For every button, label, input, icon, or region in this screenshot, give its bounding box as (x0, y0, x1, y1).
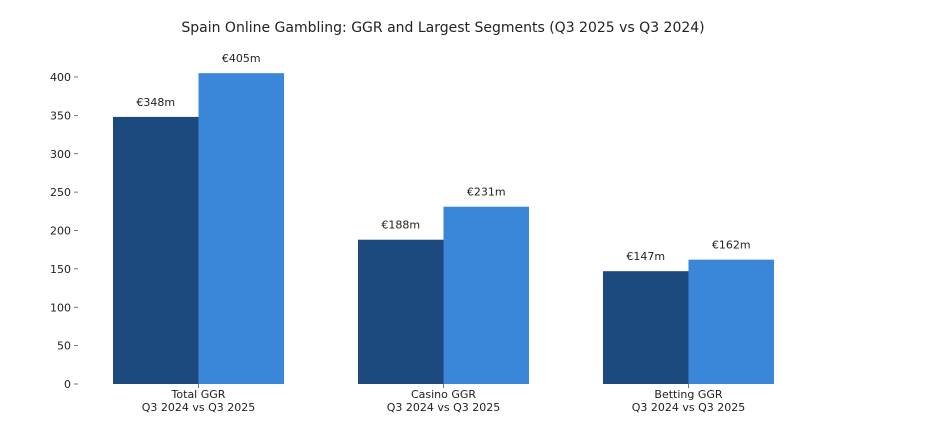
bar (688, 259, 774, 384)
x-tick-sublabel: Q3 2024 vs Q3 2025 (142, 401, 256, 414)
bar (603, 271, 689, 384)
y-tick-label: 300 (50, 148, 71, 161)
y-axis: 0 50 100 150 200 250 300 350 400 (50, 71, 78, 391)
data-label: €188m (381, 219, 420, 232)
data-labels: €348m €188m €147m €405m €231m €162m (136, 52, 750, 263)
y-tick-label: 400 (50, 71, 71, 84)
x-tick-label: Betting GGR (654, 388, 722, 401)
x-tick-label: Total GGR (171, 388, 226, 401)
y-tick-label: 100 (50, 301, 71, 314)
chart-title: Spain Online Gambling: GGR and Largest S… (181, 20, 704, 36)
data-label: €405m (222, 52, 261, 65)
bar (443, 206, 529, 384)
y-tick-label: 0 (64, 378, 71, 391)
y-tick-label: 50 (57, 340, 71, 353)
data-label: €348m (136, 96, 175, 109)
bar (198, 73, 284, 384)
y-tick-label: 150 (50, 263, 71, 276)
x-tick-sublabel: Q3 2024 vs Q3 2025 (632, 401, 746, 414)
bar (358, 239, 444, 384)
data-label: €231m (467, 186, 506, 199)
bars (113, 73, 774, 384)
y-tick-label: 350 (50, 109, 71, 122)
data-label: €147m (626, 250, 665, 263)
y-tick-label: 250 (50, 186, 71, 199)
x-tick-sublabel: Q3 2024 vs Q3 2025 (387, 401, 501, 414)
data-label: €162m (712, 239, 751, 252)
bar (113, 116, 199, 384)
y-tick-label: 200 (50, 225, 71, 238)
x-tick-label: Casino GGR (411, 388, 476, 401)
